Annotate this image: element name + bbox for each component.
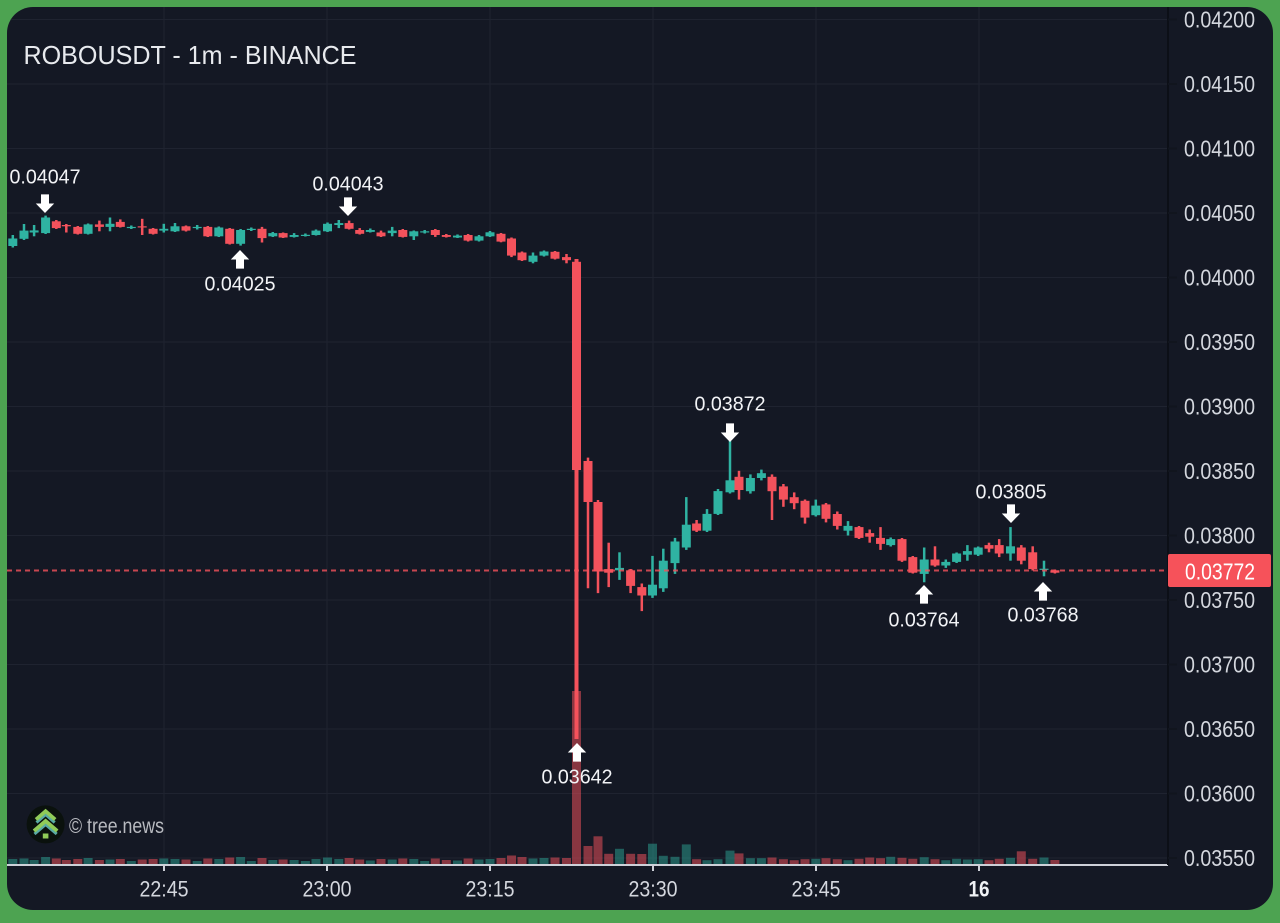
svg-text:22:45: 22:45	[140, 877, 189, 902]
svg-text:0.03700: 0.03700	[1184, 652, 1255, 678]
svg-text:0.04200: 0.04200	[1184, 7, 1255, 33]
svg-text:0.03850: 0.03850	[1184, 458, 1255, 484]
svg-text:0.04025: 0.04025	[205, 273, 276, 296]
svg-text:23:30: 23:30	[629, 877, 678, 902]
svg-text:0.04150: 0.04150	[1184, 71, 1255, 97]
svg-text:16: 16	[969, 877, 990, 902]
svg-text:0.03750: 0.03750	[1184, 587, 1255, 613]
svg-text:0.03764: 0.03764	[889, 609, 960, 632]
svg-text:0.03642: 0.03642	[542, 766, 613, 789]
svg-text:0.03650: 0.03650	[1184, 716, 1255, 742]
svg-text:0.03550: 0.03550	[1184, 845, 1255, 871]
svg-text:0.04000: 0.04000	[1184, 265, 1255, 291]
svg-text:0.04047: 0.04047	[10, 166, 81, 189]
svg-text:0.03600: 0.03600	[1184, 781, 1255, 807]
svg-text:0.03900: 0.03900	[1184, 394, 1255, 420]
svg-text:ROBOUSDT - 1m - BINANCE: ROBOUSDT - 1m - BINANCE	[24, 40, 357, 70]
svg-text:23:45: 23:45	[792, 877, 841, 902]
svg-text:0.03805: 0.03805	[976, 481, 1047, 504]
svg-text:0.04050: 0.04050	[1184, 200, 1255, 226]
svg-text:0.04100: 0.04100	[1184, 136, 1255, 162]
svg-text:© tree.news: © tree.news	[69, 815, 164, 838]
svg-text:0.03800: 0.03800	[1184, 523, 1255, 549]
svg-text:0.03772: 0.03772	[1185, 559, 1255, 585]
svg-text:23:15: 23:15	[466, 877, 515, 902]
svg-text:0.03950: 0.03950	[1184, 329, 1255, 355]
svg-text:23:00: 23:00	[303, 877, 352, 902]
svg-text:0.03872: 0.03872	[695, 393, 766, 416]
svg-text:0.04043: 0.04043	[313, 173, 384, 196]
svg-text:0.03768: 0.03768	[1008, 604, 1079, 627]
